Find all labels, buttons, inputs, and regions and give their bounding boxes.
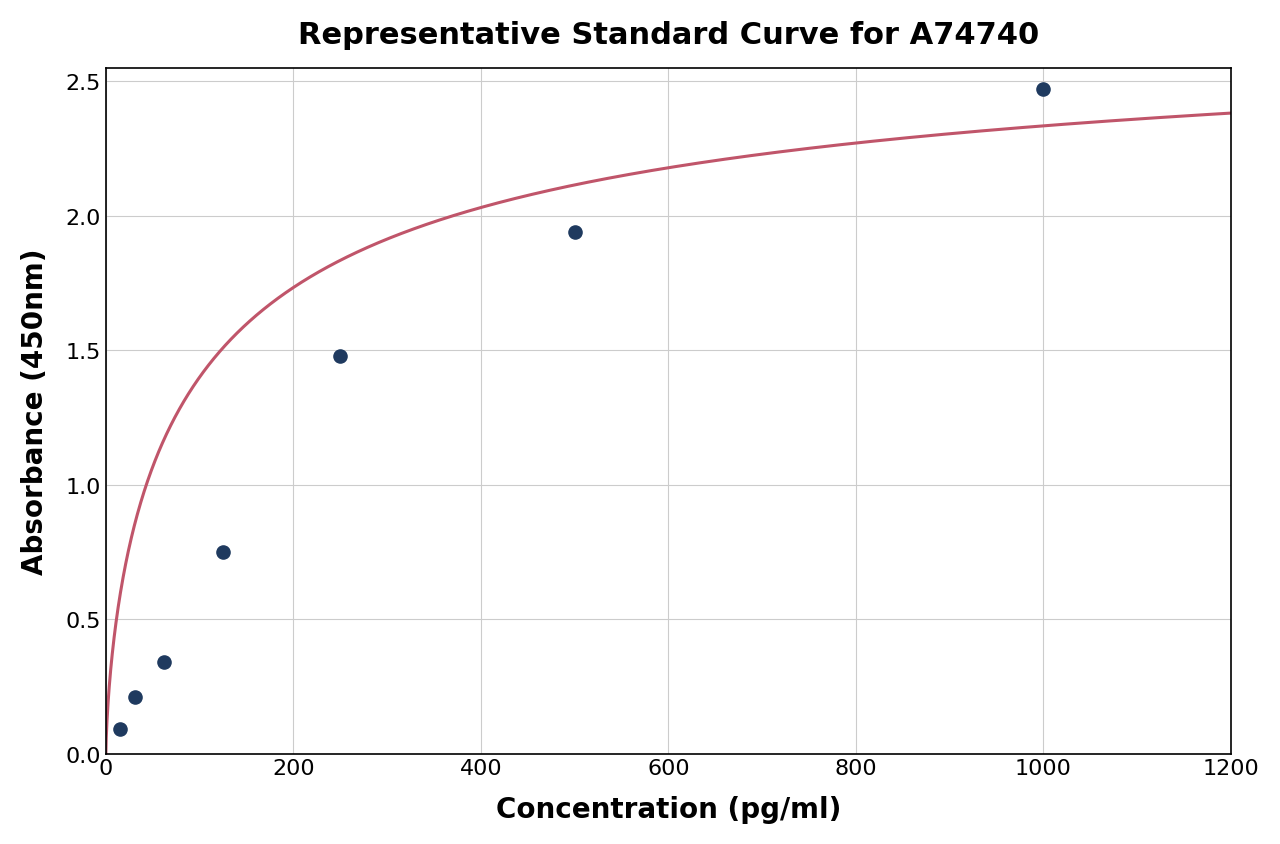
Point bbox=[125, 690, 146, 704]
Title: Representative Standard Curve for A74740: Representative Standard Curve for A74740 bbox=[298, 21, 1039, 50]
Point bbox=[330, 349, 351, 363]
Point bbox=[564, 226, 585, 240]
X-axis label: Concentration (pg/ml): Concentration (pg/ml) bbox=[495, 795, 841, 823]
Y-axis label: Absorbance (450nm): Absorbance (450nm) bbox=[20, 248, 49, 574]
Point bbox=[1033, 84, 1053, 97]
Point bbox=[110, 722, 131, 736]
Point bbox=[154, 656, 174, 669]
Point bbox=[212, 545, 233, 559]
